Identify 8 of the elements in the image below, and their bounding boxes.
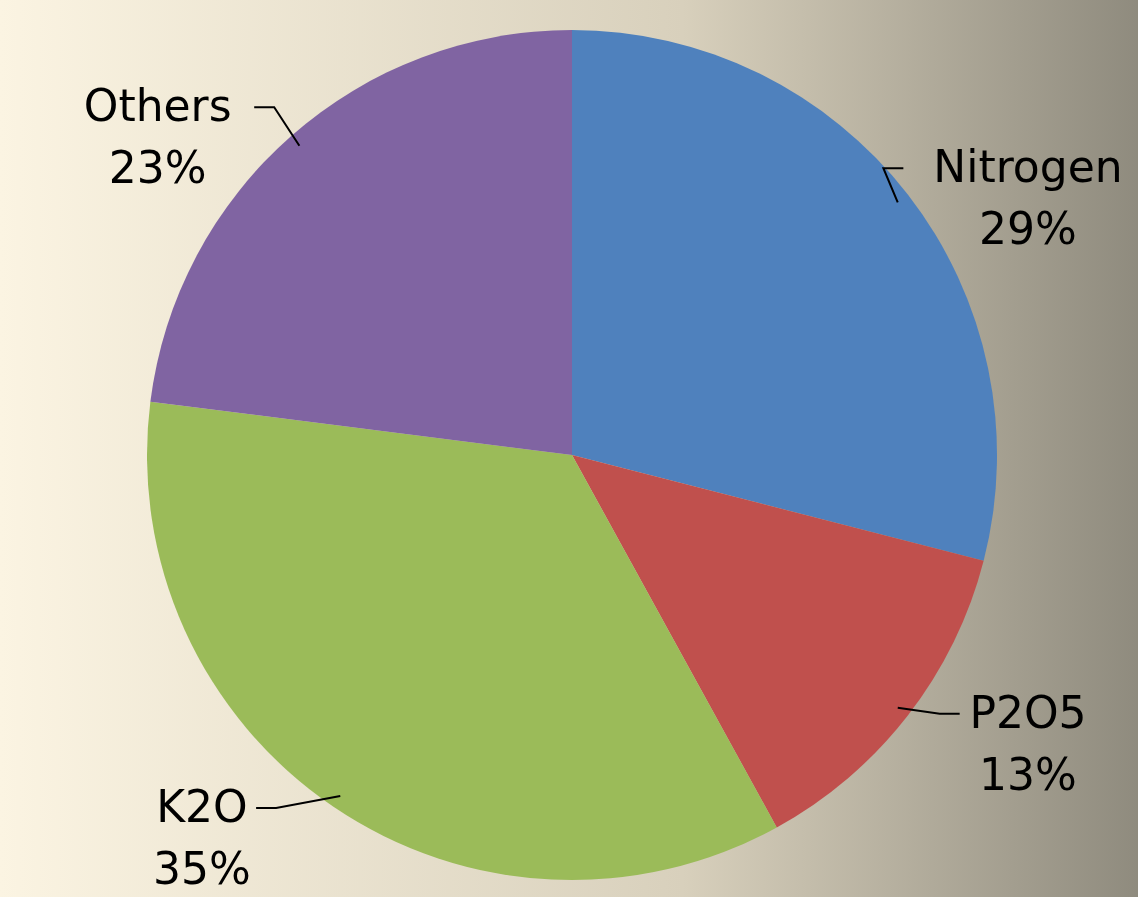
- data-label: 35%: [152, 843, 251, 894]
- data-label: 23%: [108, 142, 207, 194]
- data-label: 29%: [979, 203, 1077, 255]
- slice-label: Others: [83, 80, 232, 132]
- slice-label: K2O: [156, 781, 248, 832]
- slice-label: P2O5: [969, 686, 1087, 738]
- slice-label: Nitrogen: [933, 141, 1123, 193]
- data-label: 13%: [979, 748, 1077, 800]
